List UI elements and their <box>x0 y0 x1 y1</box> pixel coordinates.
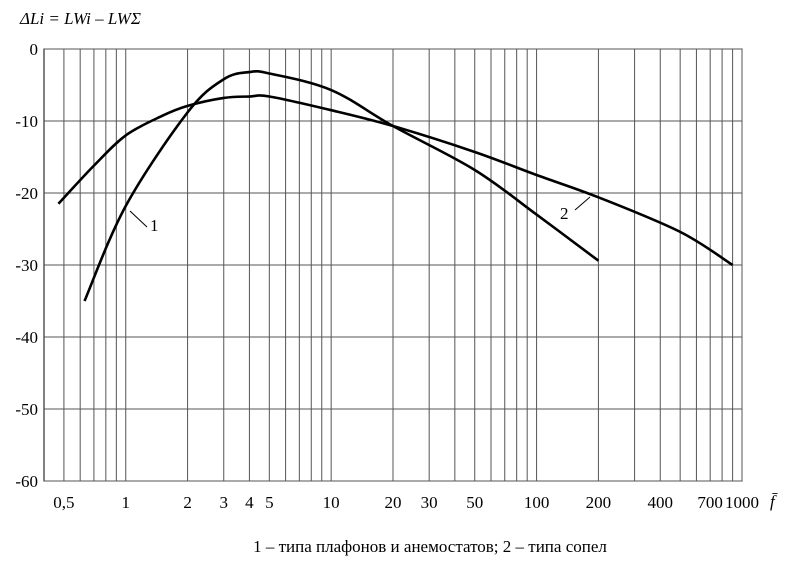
y-axis-title: ΔLi = LWi – LWΣ <box>19 9 141 28</box>
x-tick-label: 3 <box>220 493 229 512</box>
series-label: 1 <box>150 216 159 235</box>
x-tick-label: 200 <box>586 493 612 512</box>
x-tick-label: 50 <box>466 493 483 512</box>
y-tick-label: 0 <box>30 40 39 59</box>
x-tick-label: 2 <box>183 493 192 512</box>
x-tick-label: 1 <box>121 493 130 512</box>
x-tick-label: 400 <box>648 493 674 512</box>
y-tick-label: -30 <box>15 256 38 275</box>
x-tick-label: 10 <box>323 493 340 512</box>
leader-line <box>129 210 148 228</box>
x-axis-title: f̄ <box>770 492 778 511</box>
x-tick-label: 100 <box>524 493 550 512</box>
y-tick-label: -60 <box>15 472 38 491</box>
caption: 1 – типа плафонов и анемостатов; 2 – тип… <box>253 537 607 556</box>
y-tick-label: -50 <box>15 400 38 419</box>
y-tick-label: -20 <box>15 184 38 203</box>
x-tick-label: 700 <box>697 493 723 512</box>
x-tick-label: 1000 <box>725 493 759 512</box>
leader-line <box>574 196 591 211</box>
x-tick-label: 5 <box>265 493 274 512</box>
line <box>57 94 734 267</box>
y-tick-label: -40 <box>15 328 38 347</box>
x-tick-label: 0,5 <box>53 493 74 512</box>
x-tick-label: 30 <box>421 493 438 512</box>
x-tick-label: 20 <box>385 493 402 512</box>
y-tick-label: -10 <box>15 112 38 131</box>
x-tick-label: 4 <box>245 493 254 512</box>
series-label: 2 <box>560 204 569 223</box>
line <box>83 69 600 302</box>
